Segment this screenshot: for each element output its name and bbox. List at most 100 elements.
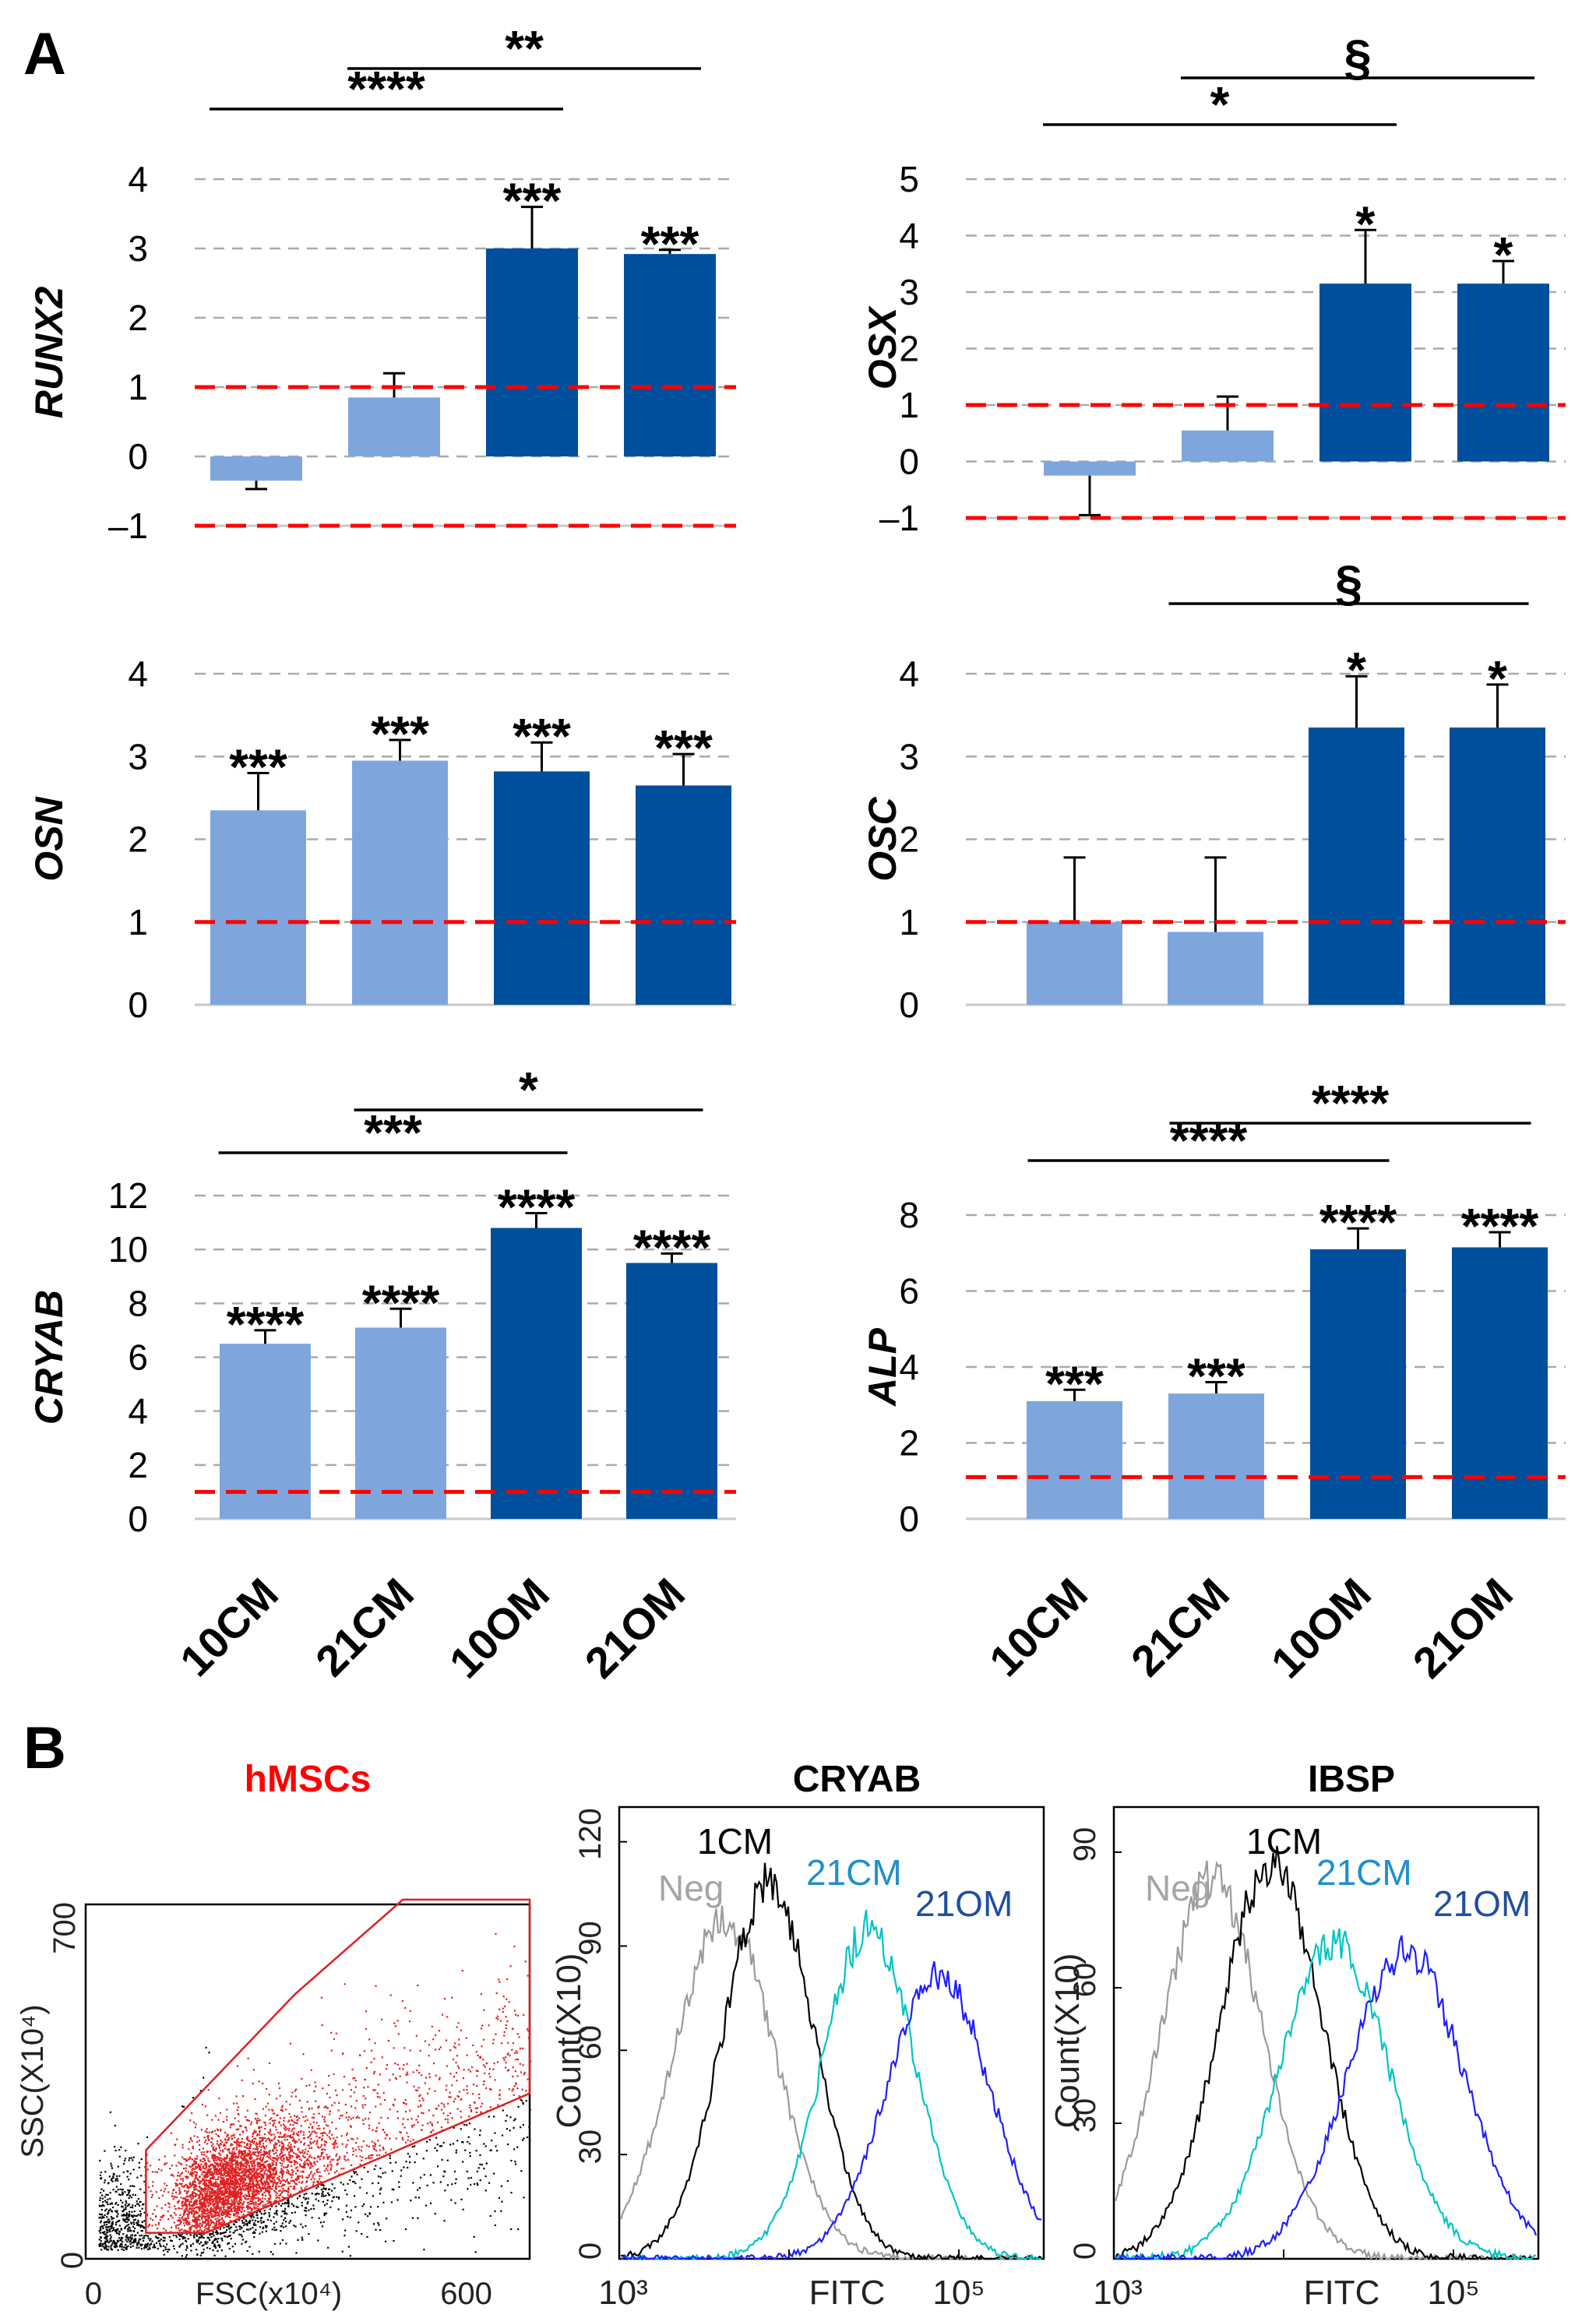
scatter-event — [306, 2101, 308, 2103]
scatter-event — [136, 2200, 138, 2203]
scatter-event — [115, 2230, 117, 2232]
scatter-event — [419, 2094, 421, 2096]
scatter-event — [220, 2206, 222, 2208]
scatter-event — [188, 2148, 190, 2151]
scatter-event — [125, 2246, 128, 2249]
scatter-event — [240, 2125, 242, 2127]
scatter-event — [203, 2197, 206, 2200]
scatter-event — [310, 2164, 312, 2166]
scatter-event — [248, 2207, 251, 2209]
scatter-event — [185, 2164, 188, 2166]
scatter-event — [254, 2098, 256, 2101]
scatter-event — [266, 2225, 268, 2228]
scatter-event — [259, 2232, 261, 2235]
scatter-event — [217, 2249, 219, 2252]
scatter-event — [373, 2142, 375, 2144]
scatter-event — [217, 2129, 220, 2131]
scatter-event — [344, 2229, 347, 2232]
scatter-event — [244, 2162, 246, 2165]
scatter-event — [241, 2138, 244, 2140]
scatter-event — [263, 2210, 266, 2212]
scatter-event — [290, 2144, 292, 2146]
scatter-event — [375, 2130, 378, 2133]
scatter-event — [227, 2134, 230, 2137]
scatter-event — [248, 2219, 251, 2222]
scatter-event — [195, 2219, 197, 2221]
scatter-event — [190, 2199, 192, 2201]
scatter-event — [181, 2178, 184, 2180]
scatter-event — [301, 2239, 304, 2241]
scatter-event — [470, 2110, 473, 2112]
scatter-event — [207, 2212, 210, 2214]
scatter-event — [256, 2184, 259, 2186]
scatter-event — [257, 2197, 259, 2200]
scatter-event — [375, 1985, 377, 1987]
scatter-event — [205, 2182, 207, 2185]
scatter-event — [133, 2239, 136, 2241]
scatter-event — [234, 2221, 237, 2223]
scatter-event — [308, 2209, 310, 2211]
cryab-bar-3 — [626, 1263, 717, 1519]
scatter-event — [258, 2126, 260, 2128]
scatter-event — [237, 2205, 239, 2207]
scatter-event — [211, 2130, 214, 2133]
scatter-event — [286, 2166, 288, 2168]
scatter-event — [206, 2172, 209, 2175]
scatter-event — [231, 2155, 234, 2158]
scatter-event — [365, 2027, 368, 2031]
scatter-event — [273, 2157, 276, 2160]
scatter-event — [219, 2196, 221, 2198]
scatter-event — [284, 2207, 287, 2210]
scatter-event — [181, 2205, 184, 2207]
scatter-event — [192, 2242, 194, 2245]
scatter-event — [123, 2246, 125, 2249]
scatter-event — [290, 2137, 292, 2139]
scatter-event — [229, 2235, 231, 2237]
scatter-event — [260, 2221, 262, 2224]
scatter-event — [529, 2108, 531, 2111]
scatter-event — [132, 2193, 134, 2196]
scatter-event — [506, 2115, 508, 2117]
scatter-event — [509, 2054, 511, 2057]
scatter-event — [186, 2210, 188, 2212]
scatter-event — [192, 2168, 195, 2170]
scatter-event — [245, 2154, 247, 2158]
scatter-event — [286, 2147, 288, 2150]
scatter-event — [225, 2164, 227, 2166]
scatter-event — [384, 2098, 386, 2101]
scatter-event — [295, 2252, 298, 2254]
scatter-event — [109, 2208, 111, 2211]
scatter-event — [217, 2217, 219, 2220]
scatter-event — [349, 2125, 352, 2127]
scatter-event — [104, 2209, 106, 2212]
scatter-event — [137, 2240, 140, 2242]
scatter-event — [273, 2137, 276, 2140]
scatter-event — [256, 2148, 259, 2151]
scatter-event — [466, 2085, 468, 2087]
scatter-event — [284, 2189, 287, 2192]
scatter-event — [243, 2156, 245, 2158]
scatter-event — [240, 2153, 243, 2155]
scatter-event — [326, 2246, 329, 2249]
scatter-event — [104, 2224, 106, 2226]
scatter-event — [255, 2158, 258, 2161]
scatter-event — [280, 2159, 283, 2161]
scatter-event — [314, 2131, 316, 2133]
scatter-event — [115, 2179, 117, 2182]
scatter-event — [187, 2215, 189, 2218]
scatter-event — [227, 2206, 229, 2208]
scatter-event — [480, 2105, 482, 2108]
scatter-event — [417, 1984, 419, 1987]
scatter-event — [336, 2137, 338, 2139]
scatter-event — [506, 2143, 509, 2146]
scatter-event — [224, 2190, 227, 2193]
scatter-event — [259, 2137, 261, 2140]
scatter-event — [107, 2226, 109, 2228]
scatter-event — [322, 2127, 325, 2130]
scatter-event — [249, 2161, 252, 2163]
scatter-event — [263, 2152, 266, 2154]
scatter-event — [183, 2210, 185, 2212]
scatter-event — [190, 2152, 192, 2154]
scatter-event — [171, 2173, 174, 2176]
scatter-event — [294, 2167, 297, 2169]
